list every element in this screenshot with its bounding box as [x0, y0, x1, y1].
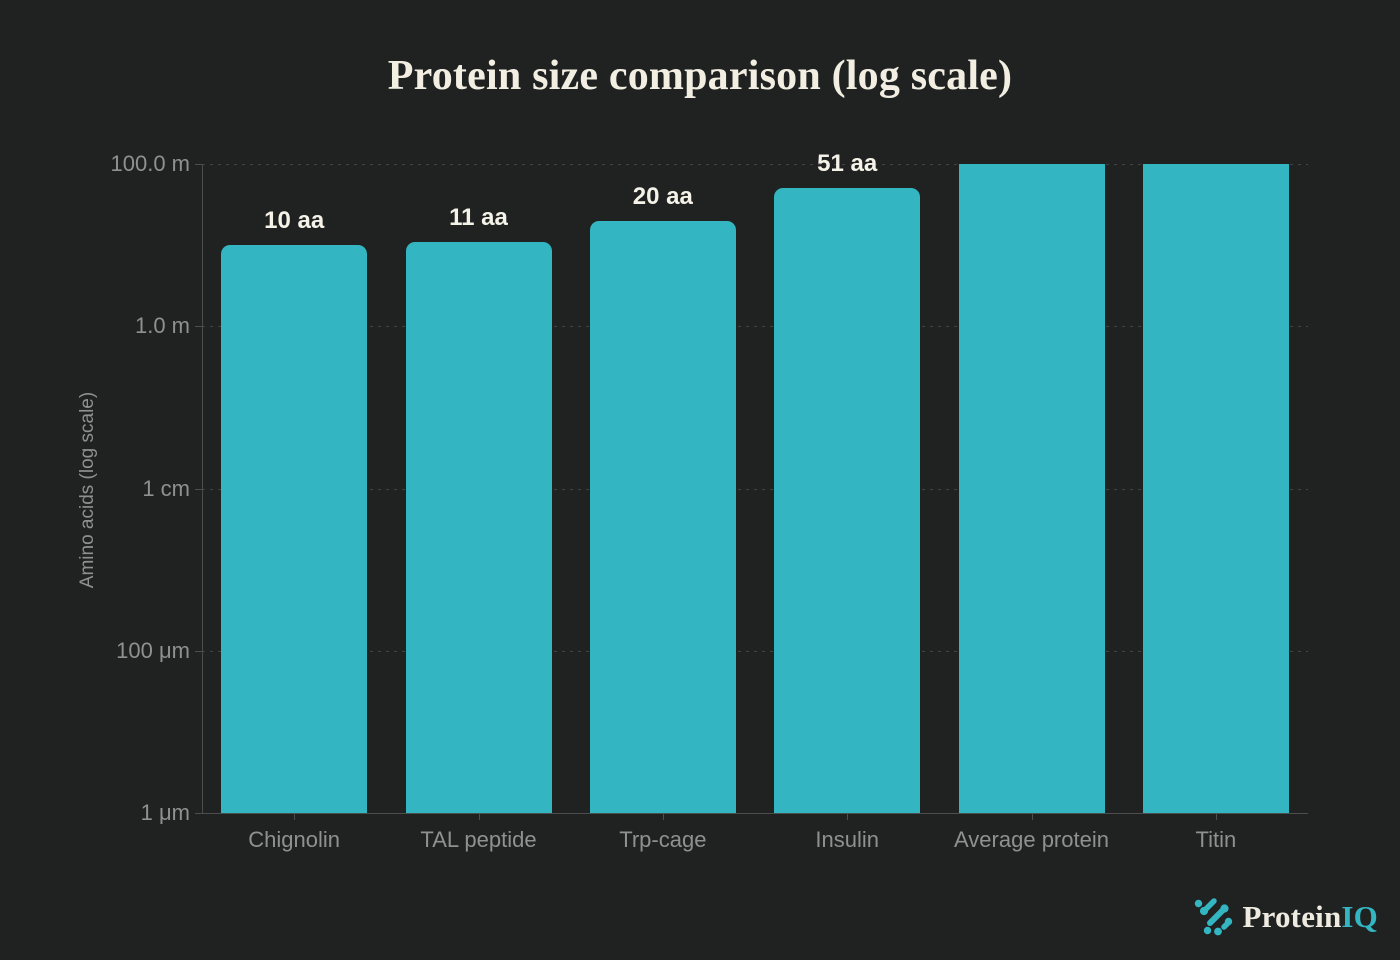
y-axis-title: Amino acids (log scale): [77, 391, 98, 589]
bar-value-label-chignolin: 10 aa: [264, 207, 325, 235]
x-tick-label-titin: Titin: [1195, 827, 1237, 852]
x-tick-label-trp-cage: Trp-cage: [619, 827, 707, 852]
x-tick-label-tal-peptide: TAL peptide: [420, 827, 537, 852]
x-tick-mark: [478, 813, 480, 820]
y-tick-label: 1 cm: [142, 475, 190, 501]
bar-value-label-insulin: 51 aa: [817, 149, 878, 177]
brand-logo: ProteinIQ: [1193, 896, 1378, 938]
y-axis-line: [202, 164, 203, 813]
bar-chignolin: [221, 245, 368, 813]
x-tick-mark: [1215, 813, 1217, 820]
y-tick-mark: [195, 164, 202, 165]
plot-area: 100.0 m 1.0 m 1 cm 100 μm 1 μm 10 aa Chignolin…: [111, 150, 1308, 852]
brand-wordmark: ProteinIQ: [1242, 899, 1378, 935]
y-tick-mark: [195, 813, 202, 814]
brand-name-primary: Protein: [1242, 899, 1342, 934]
x-tick-label-insulin: Insulin: [815, 827, 879, 852]
bar-trp-cage: [589, 220, 736, 813]
y-tick-label: 1.0 m: [134, 313, 190, 339]
x-tick-label-average-protein: Average protein: [954, 827, 1109, 852]
bar-tal-peptide: [405, 241, 552, 813]
gridline-100.0-m: [202, 164, 1308, 165]
bar-titin: [1142, 164, 1289, 813]
molecule-dots-icon: [1195, 898, 1233, 936]
gridline-1-cm: [202, 488, 1308, 490]
x-tick-mark: [847, 813, 849, 820]
x-tick-mark: [294, 813, 296, 820]
bar-insulin: [774, 187, 921, 813]
y-tick-mark: [195, 326, 202, 328]
y-tick-label: 100.0 m: [110, 151, 191, 176]
bar-average-protein: [958, 164, 1105, 813]
bar-value-label-tal-peptide: 11 aa: [449, 203, 508, 231]
gridline-100-μm: [202, 650, 1308, 652]
y-tick-mark: [195, 488, 202, 490]
x-axis-line: [202, 813, 1308, 814]
y-tick-mark: [195, 650, 202, 652]
gridline-1.0-m: [202, 326, 1308, 328]
brand-name-accent: IQ: [1341, 899, 1378, 934]
y-tick-label: 1 μm: [140, 800, 190, 825]
x-tick-mark: [662, 813, 664, 820]
y-tick-label: 100 μm: [116, 637, 190, 663]
bar-value-label-trp-cage: 20 aa: [632, 182, 693, 210]
chart-title: Protein size comparison (log scale): [387, 53, 1013, 99]
x-tick-mark: [1031, 813, 1033, 820]
x-tick-label-chignolin: Chignolin: [248, 827, 341, 852]
